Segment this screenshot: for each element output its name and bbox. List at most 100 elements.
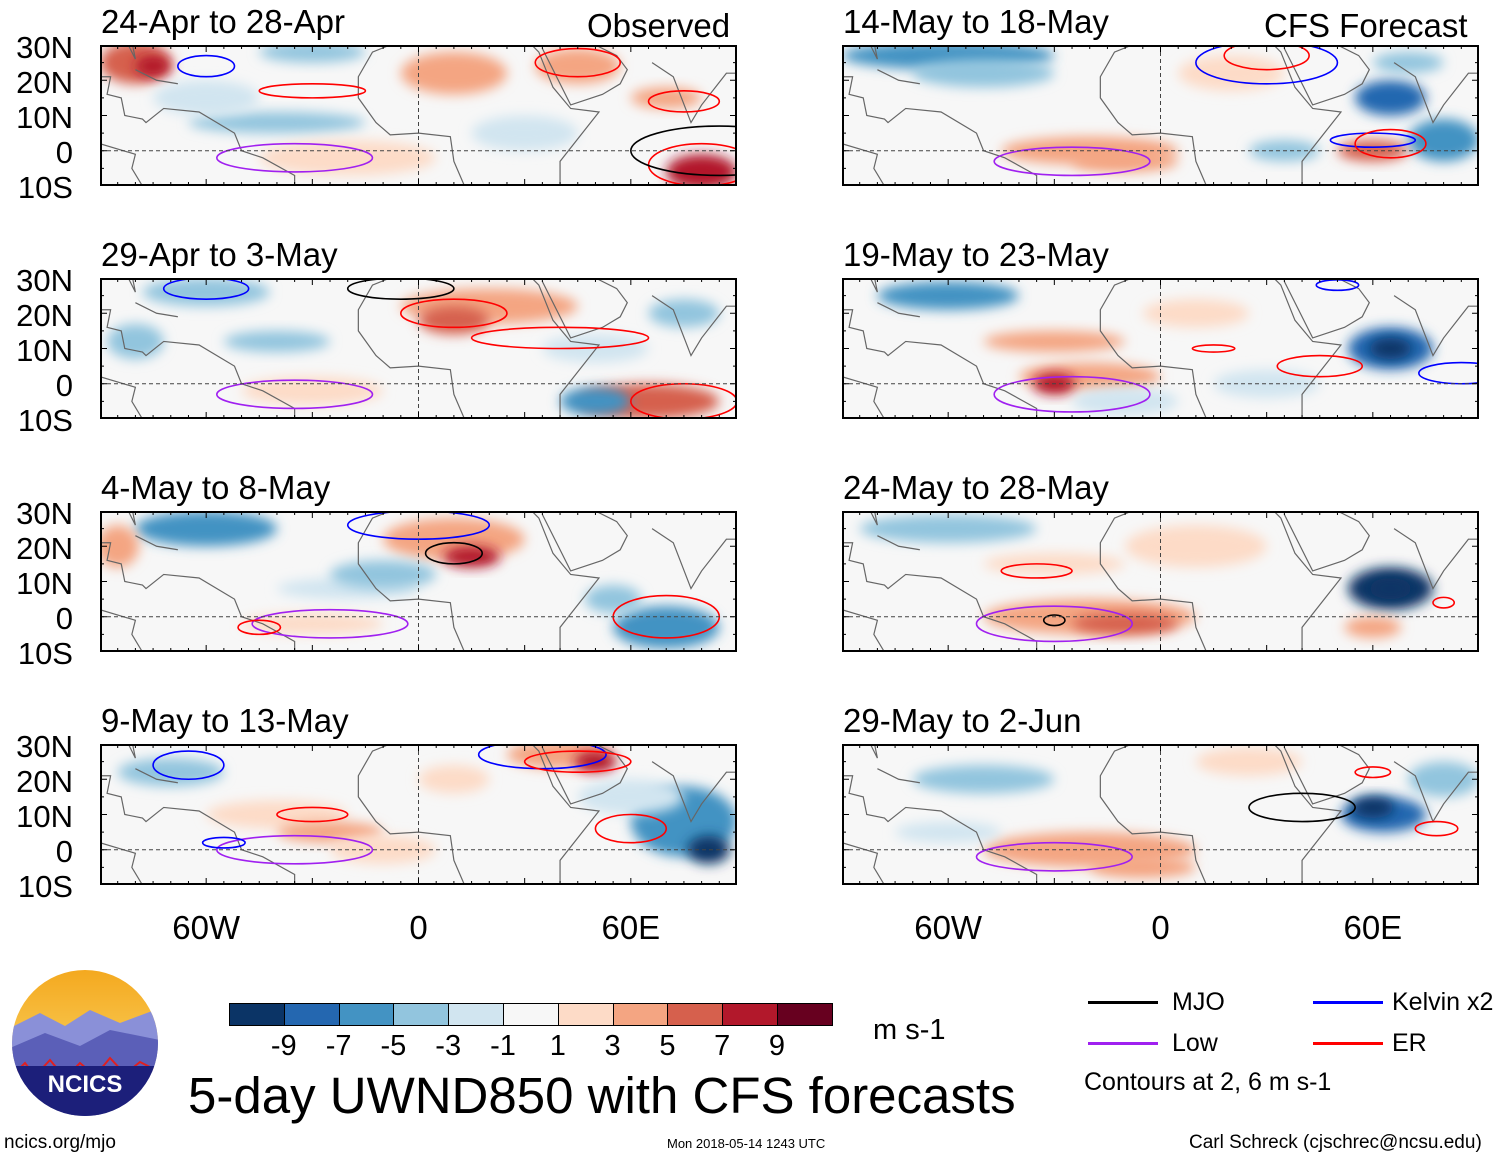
wave-contour [251,608,409,639]
colorbar-swatch [722,1003,778,1026]
lat-label: 10N [16,100,73,135]
map-panel [100,511,737,652]
lat-label: 10N [16,566,73,601]
lat-label: 0 [55,834,73,869]
wave-contour [1042,614,1066,627]
coastline [100,76,296,186]
wind-anomaly-region [1178,55,1285,91]
wave-contour [215,834,374,865]
coastline [1273,511,1343,652]
forecast-heading: CFS Forecast [1264,7,1468,44]
coastline [842,278,878,293]
wind-anomaly-region [188,111,366,134]
wind-anomaly-region [1089,856,1196,878]
map-panel [842,744,1479,885]
coastline [135,302,178,318]
wave-contour [1414,820,1459,837]
wind-anomaly-region [418,306,490,335]
wave-contour [215,379,374,410]
er-legend-line [1313,1042,1383,1045]
lat-label: 0 [55,135,73,170]
lat-label: 10N [16,333,73,368]
panel-title: 4-May to 8-May [101,469,331,506]
coastline [1393,62,1479,124]
kelvin-legend-label: Kelvin x2 [1392,988,1494,1016]
coastline [1393,761,1479,823]
wind-anomaly-region [418,765,490,794]
wave-contour [975,841,1133,872]
wave-contour [647,90,721,113]
coastline [842,775,1038,885]
coastline [135,69,178,85]
coastline [1273,744,1343,885]
wind-anomaly-region [877,281,1019,310]
colorbar-label: -1 [490,1030,516,1062]
coastline [100,45,136,60]
wave-contour [1329,132,1417,149]
panel-frame [842,511,1479,652]
wave-contour [1354,766,1392,779]
panel-frame [100,744,737,885]
panel-title: 14-May to 18-May [843,3,1109,40]
wave-contour [1276,354,1364,378]
coastline [1283,45,1370,106]
coastline [1099,511,1208,652]
coastline [1393,295,1479,357]
colorbar-label: 1 [549,1030,566,1062]
footer-timestamp: Mon 2018-05-14 1243 UTC [667,1136,826,1151]
coastline [357,45,466,186]
coastline [357,744,466,885]
coastline [531,45,601,186]
wind-anomaly-region [687,835,730,864]
wave-contour [237,619,282,636]
coastline [651,295,737,357]
panel-title: 19-May to 23-May [843,236,1109,273]
map-panel [100,744,737,885]
wind-anomaly-region [1125,525,1267,568]
coastline [531,744,601,885]
panel-title: 24-Apr to 28-Apr [101,3,345,40]
footer-url[interactable]: ncics.org/mjo [4,1132,116,1153]
coastline [100,309,296,419]
wave-contour [523,750,632,773]
panel-title: 29-May to 2-Jun [843,702,1082,739]
wave-contour [1000,563,1073,579]
coastline [877,69,920,85]
panel-frame [100,511,737,652]
wind-anomaly-region [1408,119,1479,162]
wind-anomaly-region [276,821,384,843]
wind-anomaly-region [1369,337,1412,360]
lon-label: 0 [1151,909,1170,946]
wave-contour [424,541,483,565]
mjo-legend-line [1088,1001,1158,1004]
wind-anomaly-region [135,55,171,77]
wind-anomaly-region [223,330,331,353]
colorbar-swatch [667,1003,724,1026]
colorbar-swatch [283,1003,340,1026]
coastline [100,775,296,885]
colorbar-label: -5 [380,1030,407,1062]
coastline [357,278,466,419]
lat-label: 20N [16,531,73,566]
lon-label: 0 [409,909,428,946]
coastline [877,535,920,551]
coastline [1283,511,1370,572]
wind-anomaly-region [142,278,270,307]
colorbar-label: 7 [714,1030,731,1062]
coastline [100,744,136,759]
lat-label: 20N [16,298,73,333]
wave-contour [477,744,607,770]
colorbar-swatch [503,1003,559,1026]
coastline [100,143,143,186]
wave-contour [177,54,236,78]
wind-anomaly-region [1195,747,1303,776]
wind-anomaly-region [1142,299,1249,328]
map-panel [100,278,737,419]
lat-label: 30N [16,30,73,65]
coastline [541,278,628,339]
coastline [842,609,885,652]
wind-anomaly-region [259,45,366,63]
lat-label: 10S [17,170,73,205]
coastline [877,768,920,784]
wave-contour [993,375,1151,413]
